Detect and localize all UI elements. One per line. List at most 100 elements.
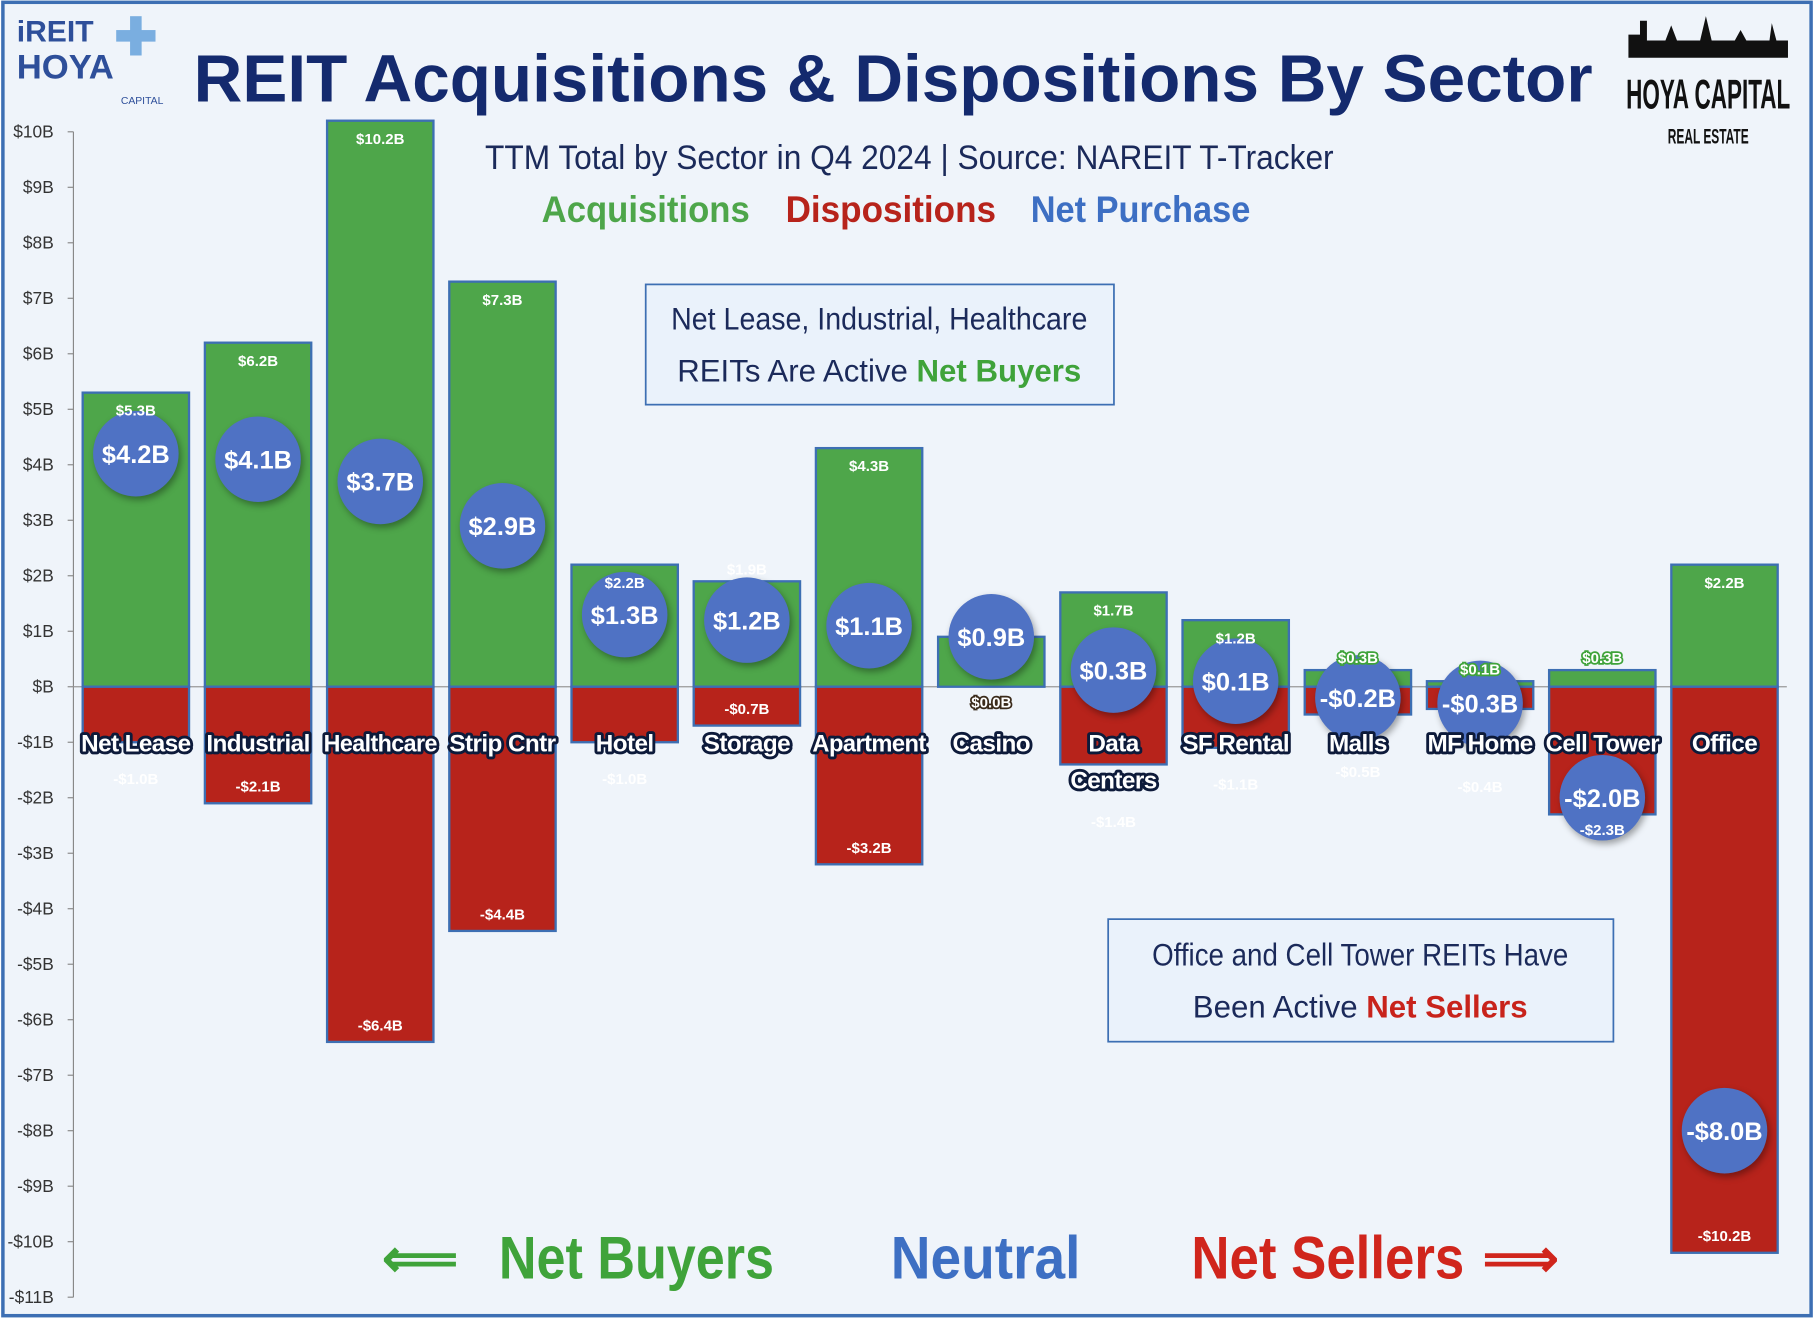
sector-group: -$8.0B $2.2B -$10.2B — [1670, 563, 1779, 1254]
logo-right: HOYA CAPITAL REAL ESTATE — [1626, 16, 1790, 148]
category-label: Healthcare — [324, 730, 437, 757]
sector-group: -$0.2B $0.3B -$0.5B — [1303, 648, 1413, 781]
disposition-label: -$1.0B — [602, 771, 647, 788]
net-purchase-label: $0.3B — [1080, 657, 1148, 685]
acquisition-label: $2.2B — [1704, 575, 1744, 592]
disposition-bar — [692, 685, 802, 727]
acquisition-bar — [325, 119, 435, 688]
svg-text:Net Buyers: Net Buyers — [499, 1225, 774, 1292]
disposition-label: -$0.7B — [724, 701, 769, 718]
disposition-bar — [81, 685, 191, 744]
sector-group: $0.1B $1.2B -$1.1B — [1181, 618, 1291, 793]
svg-text:Office and Cell Tower REITs Ha: Office and Cell Tower REITs Have — [1152, 937, 1568, 972]
chart-subtitle: TTM Total by Sector in Q4 2024 | Source:… — [485, 139, 1334, 177]
y-tick-label: -$9B — [17, 1176, 54, 1196]
disposition-label: -$1.1B — [1213, 776, 1258, 793]
category-label: MF Home — [1428, 730, 1533, 757]
legend: Acquisitions Dispositions Net Purchase — [542, 189, 1251, 230]
net-purchase-label: $1.3B — [591, 602, 659, 630]
net-purchase-label: $4.2B — [102, 441, 170, 469]
y-tick-label: $6B — [23, 344, 54, 364]
disposition-label: -$0.5B — [1335, 764, 1380, 781]
category-label: Office — [1692, 730, 1757, 757]
net-purchase-label: -$0.3B — [1442, 691, 1518, 719]
acquisition-bar — [1547, 668, 1657, 688]
sector-group: $0.9B $0.0B — [936, 594, 1046, 713]
disposition-label: -$2.3B — [1580, 822, 1625, 839]
acquisition-label: $2.2B — [605, 575, 645, 592]
logo-left: iREIT HOYA CAPITAL — [17, 16, 164, 107]
net-purchase-label: $0.1B — [1202, 668, 1270, 696]
y-tick-label: $2B — [23, 566, 54, 586]
svg-text:Net Sellers: Net Sellers — [1191, 1225, 1464, 1292]
disposition-bar — [203, 685, 313, 805]
acquisition-label: $1.9B — [727, 561, 767, 578]
svg-text:REAL ESTATE: REAL ESTATE — [1668, 125, 1749, 148]
net-purchase-marker — [1070, 627, 1157, 713]
disposition-bar — [448, 685, 557, 933]
disposition-label: -$1.0B — [113, 771, 158, 788]
category-label: Casino — [953, 730, 1030, 757]
sector-group: -$0.3B $0.1B -$0.4B — [1425, 660, 1535, 796]
y-tick-label: -$5B — [17, 954, 54, 974]
disposition-label: -$2.1B — [236, 779, 281, 796]
acquisition-label: $5.3B — [116, 403, 156, 420]
svg-text:HOYA: HOYA — [17, 49, 114, 87]
y-tick-label: $9B — [23, 177, 54, 197]
category-label: Apartment — [812, 730, 926, 757]
y-tick-label: -$6B — [17, 1009, 54, 1029]
y-tick-label: -$10B — [8, 1231, 54, 1251]
net-purchase-label: -$0.2B — [1320, 685, 1396, 713]
y-tick-label: -$8B — [17, 1120, 54, 1140]
svg-text:Net Lease, Industrial, Healthc: Net Lease, Industrial, Healthcare — [671, 302, 1087, 337]
category-label: Malls — [1329, 730, 1387, 757]
disposition-label: -$6.4B — [358, 1017, 403, 1034]
net-purchase-label: $1.2B — [713, 607, 781, 635]
legend-dispositions: Dispositions — [786, 189, 996, 230]
svg-text:CAPITAL: CAPITAL — [121, 96, 164, 107]
sector-group: $3.7B $10.2B -$6.4B — [325, 119, 435, 1044]
category-label: Net Lease — [81, 730, 191, 757]
acquisition-label: $7.3B — [482, 292, 522, 309]
disposition-label: -$3.2B — [847, 840, 892, 857]
acquisition-bar — [203, 341, 313, 688]
category-label: Strip Cntr — [449, 730, 556, 757]
y-tick-label: $4B — [23, 455, 54, 475]
svg-text:iREIT: iREIT — [17, 16, 94, 49]
category-label: Cell Tower — [1546, 730, 1660, 757]
disposition-label: $0.0B — [971, 695, 1011, 712]
y-tick-label: $10B — [13, 122, 53, 142]
net-purchase-label: $4.1B — [224, 446, 292, 474]
category-label: Hotel — [596, 730, 654, 757]
acquisition-label: $1.2B — [1216, 630, 1256, 647]
sector-group: $0.3B $1.7B -$1.4B — [1059, 591, 1168, 831]
acquisition-label: $6.2B — [238, 353, 278, 370]
y-tick-label: -$7B — [17, 1065, 54, 1085]
net-purchase-marker — [581, 571, 668, 658]
y-tick-label: -$11B — [9, 1287, 54, 1307]
net-purchase-marker — [1559, 754, 1646, 841]
svg-text:HOYA CAPITAL: HOYA CAPITAL — [1626, 71, 1790, 118]
disposition-bar — [570, 685, 680, 744]
y-tick-label: $B — [33, 677, 54, 697]
disposition-bar — [814, 685, 924, 866]
net-purchase-marker — [1192, 638, 1279, 724]
y-tick-label: $8B — [23, 233, 54, 253]
category-labels: Net Lease Industrial Healthcare Strip Cntr H… — [78, 728, 1760, 798]
disposition-label: -$0.4B — [1458, 779, 1503, 796]
disposition-label: -$10.2B — [1698, 1228, 1752, 1245]
legend-net-purchase: Net Purchase — [1031, 189, 1251, 230]
category-label: Data — [1088, 730, 1139, 757]
sector-group: $1.3B $2.2B -$1.0B — [570, 563, 680, 788]
y-tick-label: $1B — [23, 621, 54, 641]
disposition-label: -$1.4B — [1091, 814, 1136, 831]
sector-group: -$2.0B $0.3B -$2.3B — [1547, 648, 1657, 841]
net-purchase-marker — [93, 410, 179, 497]
acquisition-label: $1.7B — [1093, 603, 1133, 620]
net-purchase-marker — [704, 577, 790, 663]
net-buyers-annotation: Net Lease, Industrial, Healthcare REITs … — [644, 283, 1115, 406]
y-tick-label: -$2B — [17, 788, 54, 808]
sector-group: $1.1B $4.3B -$3.2B — [814, 446, 924, 866]
legend-acquisitions: Acquisitions — [542, 189, 750, 230]
